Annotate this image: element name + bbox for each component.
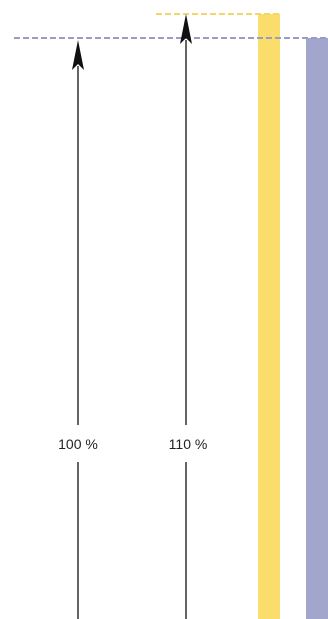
- yellow-bar: [258, 14, 280, 619]
- blue-bar: [306, 38, 328, 619]
- label-110-percent: 110 %: [169, 436, 208, 452]
- arrowhead-up-icon: [72, 40, 84, 70]
- arrowhead-up-icon: [180, 14, 192, 44]
- arrow-100-percent: [72, 40, 84, 619]
- label-100-percent: 100 %: [58, 436, 98, 452]
- arrow-110-percent: [180, 14, 192, 619]
